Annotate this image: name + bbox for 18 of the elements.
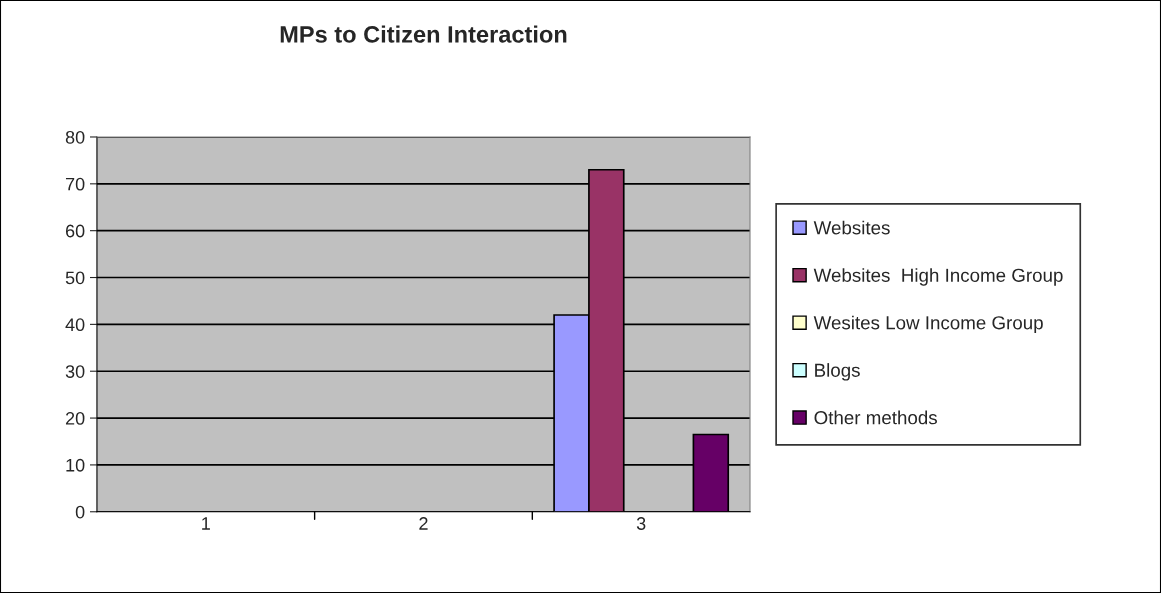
y-tick-label: 60 [65, 224, 85, 238]
y-tick-label: 40 [65, 318, 85, 332]
x-tick-label: 2 [419, 517, 428, 530]
y-tick-label: 70 [65, 177, 85, 191]
y-tick-label: 10 [66, 458, 85, 472]
legend-label: Blogs [815, 363, 860, 381]
y-tick-label: 50 [65, 271, 85, 285]
x-tick-label: 1 [202, 517, 210, 530]
y-tick-label: 0 [75, 505, 85, 519]
y-tick-label: 20 [65, 412, 85, 425]
chart-title: MPs to Citizen Interaction [280, 25, 567, 43]
legend-label: Other methods [814, 410, 937, 425]
legend-label: Websites High Income Group [813, 268, 1063, 286]
y-tick-label: 80 [65, 130, 85, 144]
y-tick-label: 30 [65, 365, 85, 378]
legend-label: Wesites Low Income Group [813, 315, 1043, 334]
legend-label: Websites [813, 220, 890, 235]
x-tick-label: 3 [636, 517, 646, 530]
